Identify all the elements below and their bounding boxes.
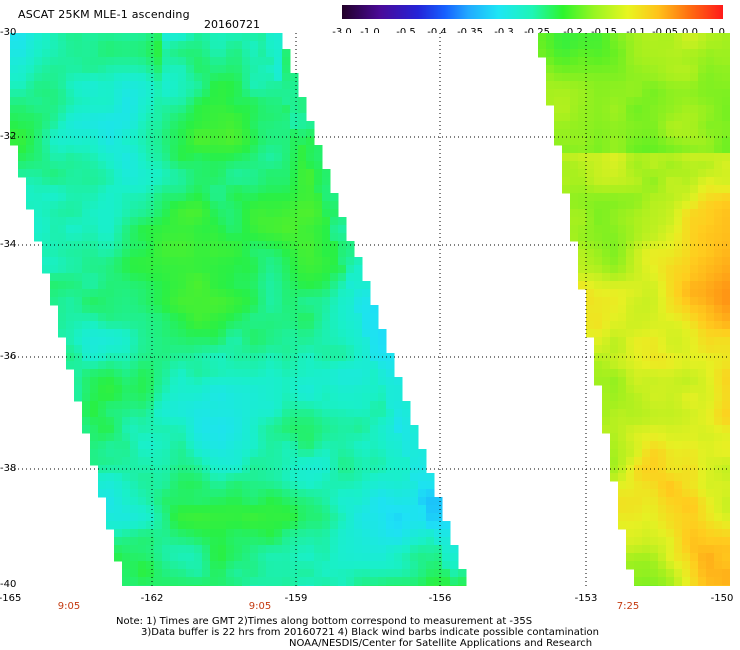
- colorbar-tick-labels: -3.0 -1.0 -0.5 -0.4 -0.35 -0.3 -0.25 -0.2 -0.15-…: [330, 27, 730, 39]
- product-title: ASCAT 25KM MLE-1 ascending: [18, 8, 190, 21]
- note-line-2: 3)Data buffer is 22 hrs from 20160721 4)…: [141, 627, 599, 638]
- colorbar-label: 1.0: [709, 27, 725, 38]
- longitude-label: -159: [284, 593, 308, 604]
- colorbar: [342, 5, 723, 19]
- colorbar-label: -0.4: [427, 27, 447, 38]
- note-line-3: NOAA/NESDIS/Center for Satellite Applica…: [289, 638, 593, 649]
- latitude-label: -30: [0, 27, 17, 38]
- longitude-label: -150: [710, 593, 734, 604]
- swath-right: [538, 33, 730, 586]
- longitude-label: -165: [0, 593, 22, 604]
- latitude-label: -40: [0, 579, 17, 590]
- colorbar-label: -0.5: [396, 27, 416, 38]
- colorbar-label: -0.15: [591, 27, 617, 38]
- colorbar-label: 0.0: [682, 27, 698, 38]
- latitude-label: -32: [0, 131, 17, 142]
- pass-time-label: 7:25: [616, 601, 640, 612]
- latitude-label: -34: [0, 239, 17, 250]
- colorbar-label: -0.2: [563, 27, 583, 38]
- colorbar-label: -0.1: [626, 27, 646, 38]
- colorbar-label: -0.25: [524, 27, 550, 38]
- lat-lon-grid: [10, 33, 730, 586]
- note-line-1: Note: 1) Times are GMT 2)Times along bot…: [116, 616, 533, 627]
- colorbar-label: -1.0: [360, 27, 380, 38]
- pass-time-label: 9:05: [248, 601, 272, 612]
- pass-time-label: 9:05: [57, 601, 81, 612]
- longitude-label: -156: [428, 593, 452, 604]
- colorbar-label: -0.35: [457, 27, 483, 38]
- swath-left: [10, 33, 467, 586]
- latitude-label: -36: [0, 351, 17, 362]
- colorbar-label: -0.05: [652, 27, 678, 38]
- colorbar-label: -0.3: [494, 27, 514, 38]
- longitude-label: -162: [140, 593, 164, 604]
- latitude-label: -38: [0, 463, 17, 474]
- product-date: 20160721: [204, 18, 260, 31]
- longitude-label: -153: [574, 593, 598, 604]
- wind-map: [10, 33, 730, 586]
- colorbar-label: -3.0: [332, 27, 352, 38]
